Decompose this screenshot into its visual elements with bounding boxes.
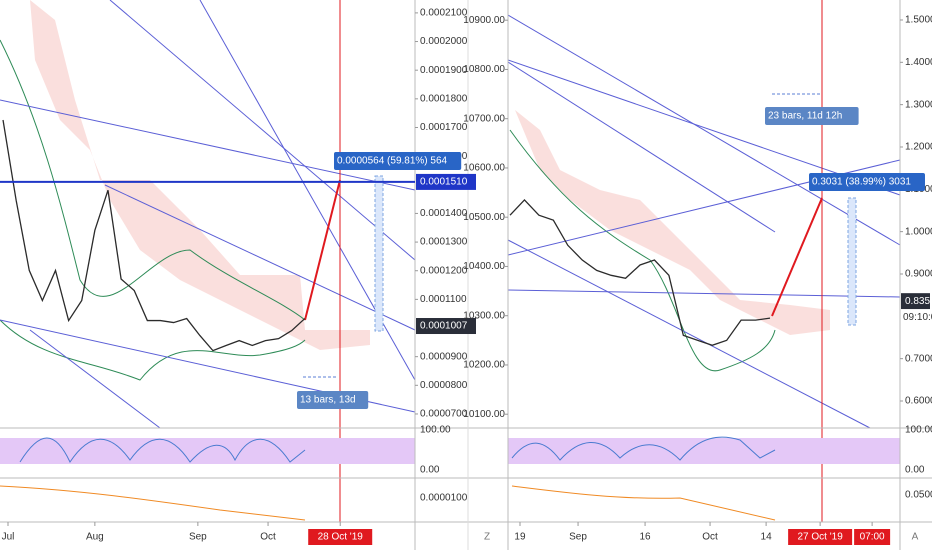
cloud [30, 0, 370, 350]
y-tick-label: 0.0001300 [420, 237, 468, 248]
projection-arrow [771, 197, 823, 317]
stoch-band [508, 438, 900, 464]
y2-tick-label: 0.6000 [905, 396, 932, 407]
y-tick-label: 10800.00 [463, 64, 505, 75]
stoch-line [511, 436, 776, 461]
trend-line [104, 184, 416, 331]
trend-line [507, 14, 901, 246]
stoch-line [19, 437, 306, 464]
stoch-band [0, 438, 415, 464]
x-tick-label: Sep [189, 532, 207, 543]
measure-box [374, 175, 384, 332]
projection-arrow [304, 179, 341, 321]
y-tick-label: 0.0000700 [420, 409, 468, 420]
trend-line [507, 239, 871, 429]
date-badge [308, 529, 373, 545]
trend-line [507, 59, 901, 196]
y-tick-label: 10600.00 [463, 163, 505, 174]
y-tick-label: 10200.00 [463, 360, 505, 371]
annotation-box [765, 107, 859, 125]
y-tick-label: 0.0002000 [420, 36, 468, 47]
bollinger [509, 129, 776, 372]
y2-tick-label: 1.2000 [905, 142, 932, 153]
y-tick-label: 0.0001200 [420, 265, 468, 276]
price-badge-label: 0.0001007 [420, 321, 468, 332]
countdown: 09:10:01 [903, 312, 932, 323]
annotation: 0.3031 (38.99%) 3031 [812, 177, 911, 188]
y2-tick-label: 1.0000 [905, 226, 932, 237]
indicator-line [0, 485, 306, 521]
annotation: 13 bars, 13d [300, 395, 356, 406]
bollinger [0, 39, 306, 321]
price-line [2, 119, 306, 352]
annotation-box [334, 152, 462, 170]
price-badge-label: 0.8358 [905, 296, 932, 307]
countdown-badge [901, 309, 930, 326]
annotation-box [297, 391, 369, 409]
corner-label: Z [484, 532, 490, 543]
x-tick-label: Jul [2, 532, 15, 543]
indicator-label: 100.00 [420, 425, 451, 436]
x-tick-label: 14 [761, 532, 773, 543]
price-badge-label: 0.0001510 [420, 177, 468, 188]
trend-line [0, 99, 416, 191]
date-badge [788, 529, 853, 545]
indicator-label: 0.00 [420, 465, 440, 476]
y-tick-label: 10300.00 [463, 310, 505, 321]
indicator-label: 0.00 [905, 465, 925, 476]
trend-line [507, 289, 901, 298]
trend-line [507, 61, 776, 233]
price-badge [416, 318, 476, 335]
date-badge [854, 529, 891, 545]
annotation: 0.0000564 (59.81%) 564 [337, 156, 448, 167]
price-badge [901, 293, 930, 310]
x-tick-label: Oct [702, 532, 718, 543]
bollinger [0, 319, 306, 381]
indicator-line [511, 485, 776, 521]
corner-label: A [912, 532, 919, 543]
y-tick-label: 0.0001100 [420, 294, 467, 305]
x-tick-label: 27 Oct '19 [797, 532, 843, 543]
x-tick-label: Oct [260, 532, 276, 543]
y-tick-label: 0.0001700 [420, 122, 468, 133]
x-tick-label: 19 [514, 532, 526, 543]
cloud [515, 110, 830, 335]
y2-tick-label: 1.5000 [905, 15, 932, 26]
annotation: 23 bars, 11d 12h [768, 111, 842, 122]
x-tick-label: 16 [640, 532, 652, 543]
x-tick-label: Aug [86, 532, 104, 543]
trend-line [109, 0, 416, 261]
y-tick-label: 0.0002100 [420, 8, 468, 19]
indicator-label: 100.00 [905, 425, 932, 436]
y-tick-label: 10500.00 [463, 212, 505, 223]
y-tick-label: 10400.00 [463, 261, 505, 272]
measure-box [847, 197, 857, 326]
y-tick-label: 0.0001800 [420, 93, 468, 104]
price-line [509, 199, 771, 346]
y-tick-label: 10900.00 [463, 15, 505, 26]
x-tick-label: 28 Oct '19 [318, 532, 364, 543]
y-tick-label: 0.0000800 [420, 380, 468, 391]
annotation-box [809, 173, 925, 191]
y-tick-label: 0.0001400 [420, 208, 468, 219]
indicator-label: 0.0000100 [420, 493, 468, 504]
y-tick-label: 0.0001900 [420, 65, 468, 76]
price-badge [416, 173, 476, 190]
x-tick-label: 07:00 [860, 532, 885, 543]
x-tick-label: Sep [569, 532, 587, 543]
y-tick-label: 0.0000900 [420, 351, 468, 362]
y-tick-label: 10700.00 [463, 113, 505, 124]
y-tick-label: 10100.00 [463, 409, 505, 420]
indicator-label: 0.0500 [905, 490, 932, 501]
trend-line [29, 329, 161, 429]
